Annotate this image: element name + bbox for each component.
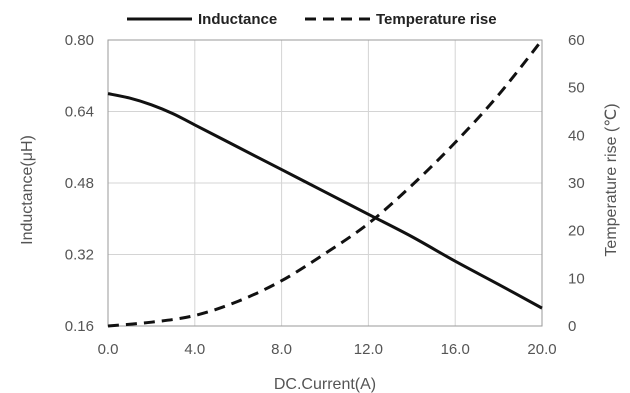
legend: Inductance Temperature rise [127,11,497,28]
legend-label-inductance: Inductance [198,11,277,28]
plot-area [107,39,543,327]
grid-lines [107,39,543,327]
x-tick-label: 4.0 [184,341,205,358]
y-left-tick-label: 0.32 [65,247,94,264]
y-right-tick-label: 30 [568,175,585,192]
y-right-tick-label: 60 [568,32,585,49]
tick-labels: 0.0 4.0 8.0 12.0 16.0 20.0 0.16 0.32 0.48 0.64 0.8… [65,32,585,358]
y-right-tick-label: 40 [568,127,585,144]
y-right-tick-label: 50 [568,80,585,97]
series-line-temperature-rise [107,39,544,328]
y-left-tick-label: 0.80 [65,32,94,49]
x-tick-label: 8.0 [271,341,292,358]
y-right-tick-label: 20 [568,223,585,240]
x-tick-label: 16.0 [441,341,470,358]
y-left-tick-label: 0.64 [65,104,94,121]
y-left-tick-label: 0.48 [65,175,94,192]
y-left-tick-label: 0.16 [65,318,94,335]
y-right-tick-label: 0 [568,318,576,335]
y-right-tick-label: 10 [568,270,585,287]
x-tick-label: 20.0 [527,341,556,358]
x-tick-label: 12.0 [354,341,383,358]
series-line-inductance [107,92,543,310]
x-tick-label: 0.0 [98,341,119,358]
series-layer [107,39,544,328]
left-axis-title: Inductance(μH) [19,135,36,245]
x-axis-title: DC.Current(A) [274,376,376,393]
legend-label-temperature-rise: Temperature rise [376,11,497,28]
right-axis-title: Temperature rise (℃) [603,103,620,256]
